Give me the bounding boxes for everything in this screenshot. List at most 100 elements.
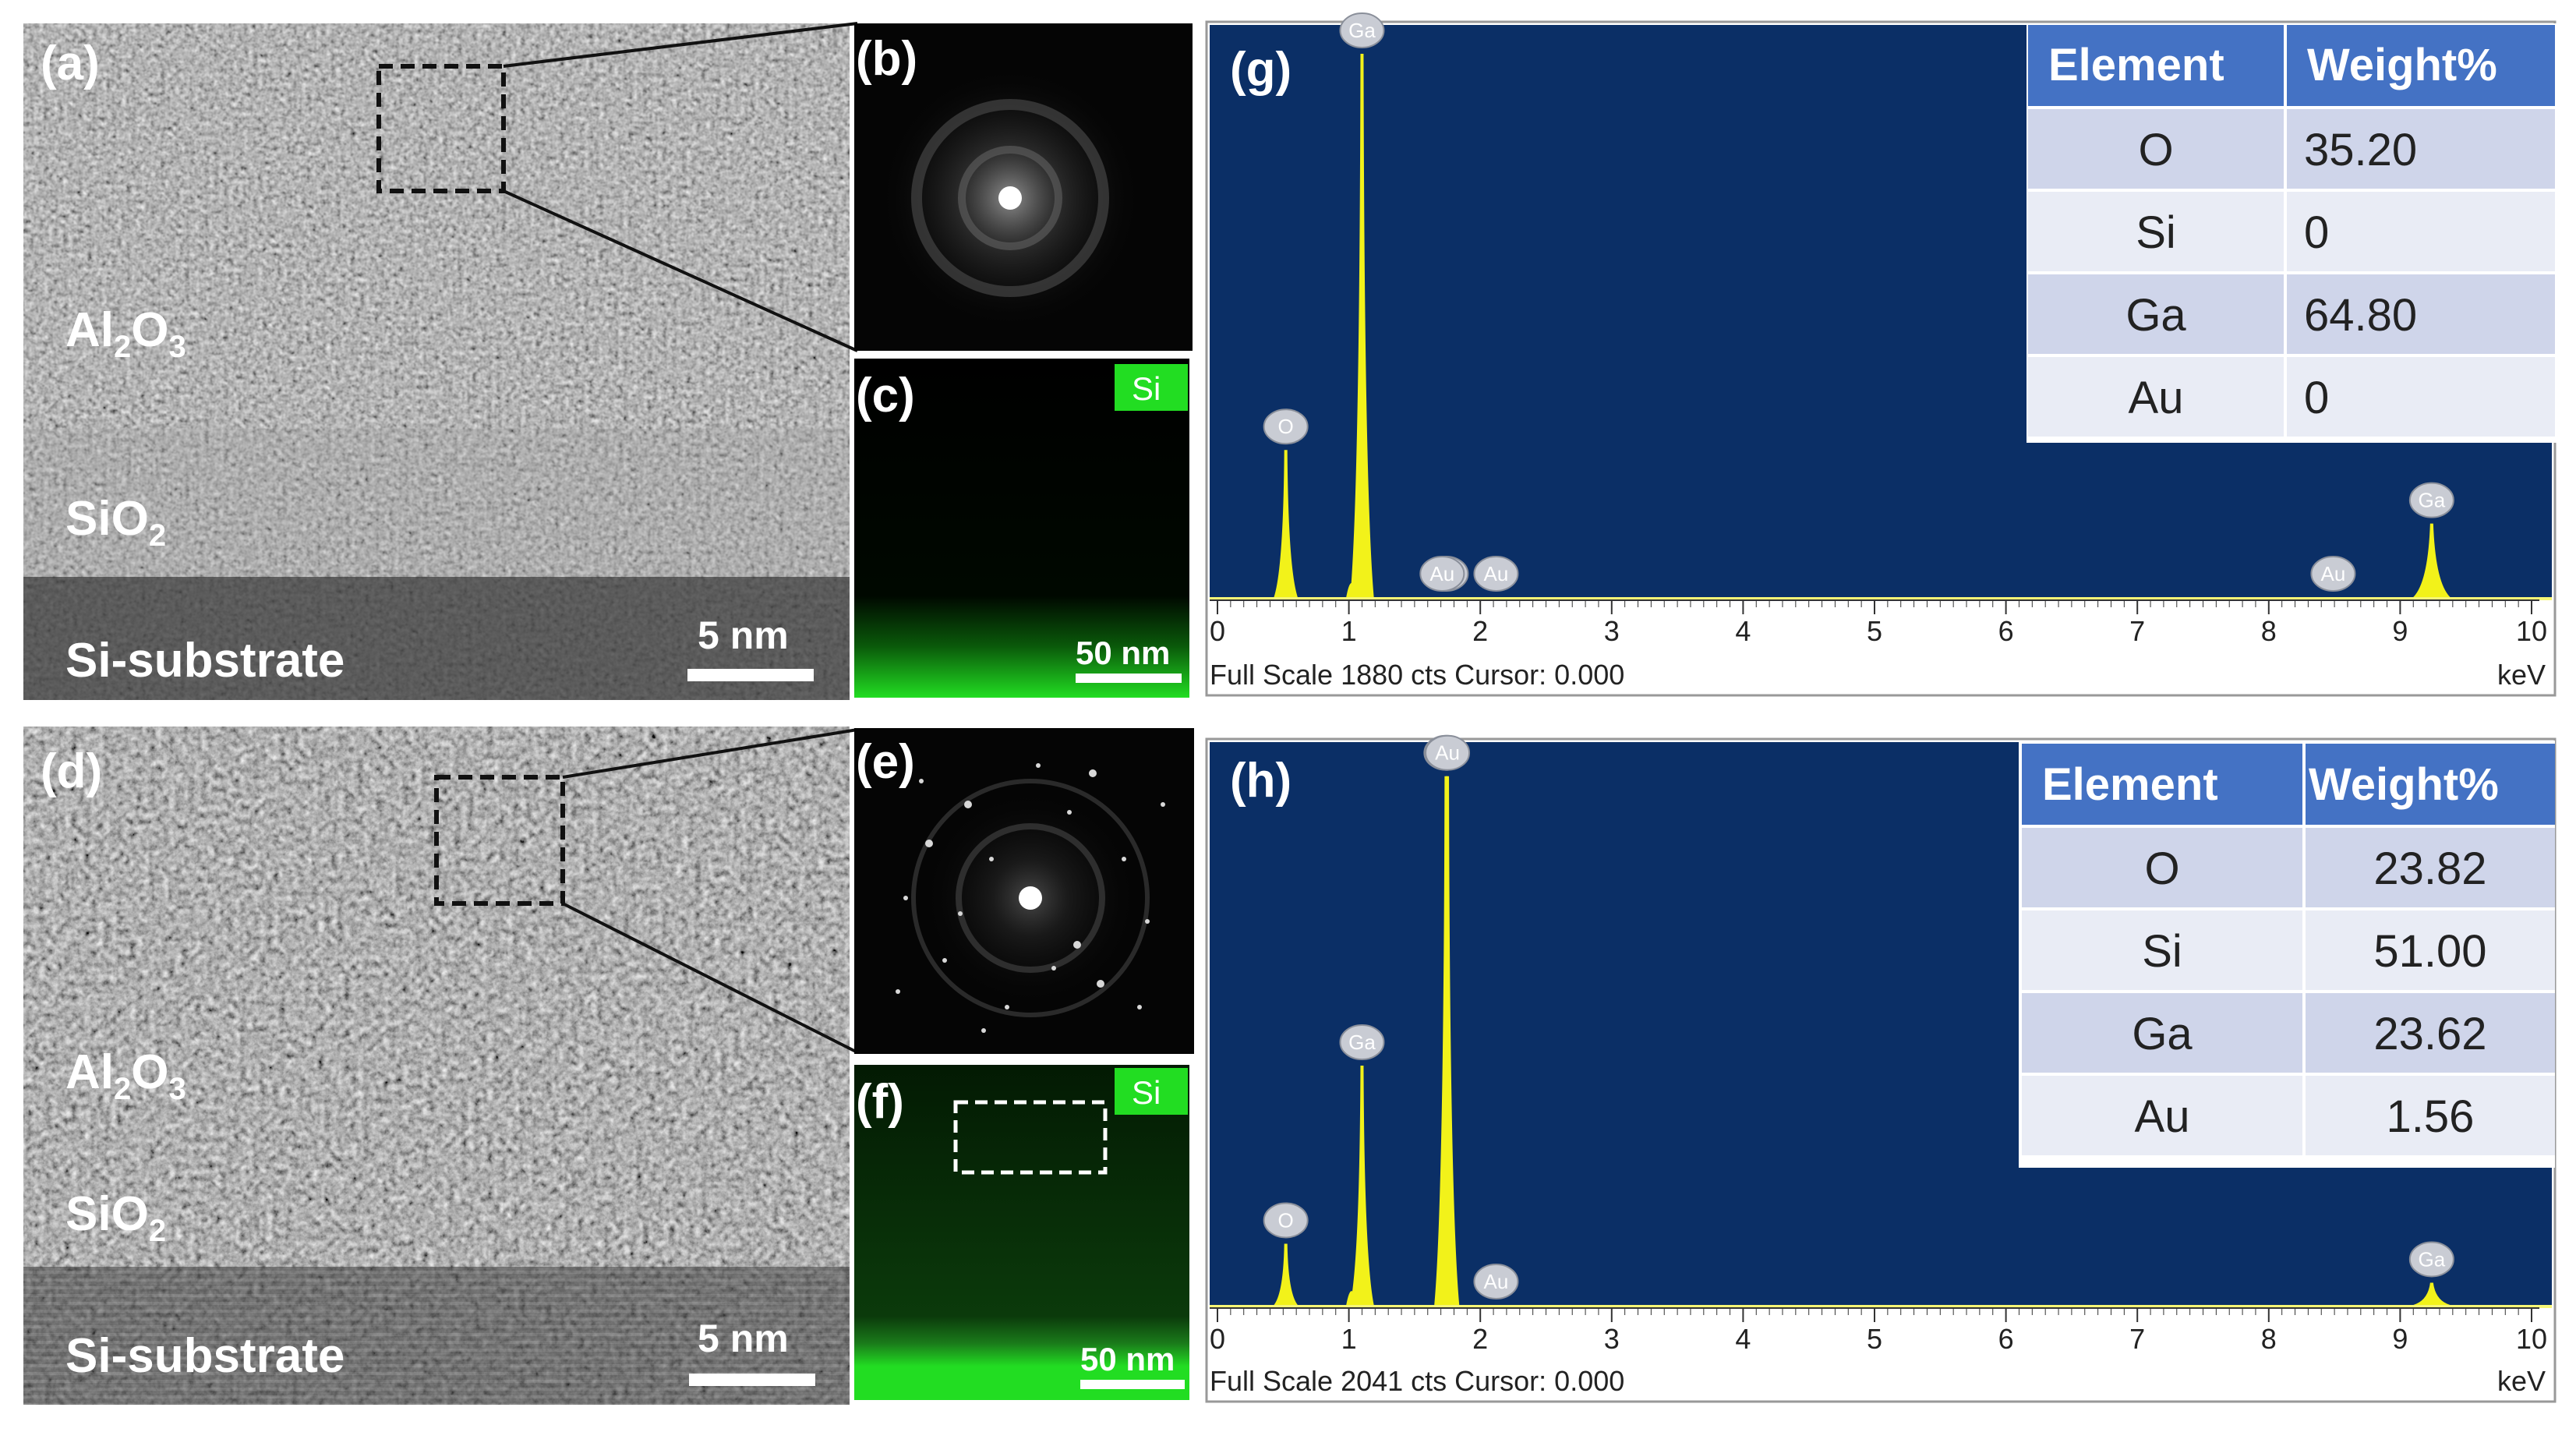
eds-panel-h: O Ga Si Au Au Ga (h) 0 1 2 3 4 5 6 7 8 9 10 Full Scale … — [1205, 734, 2557, 1403]
table-cell: 0 — [2304, 373, 2329, 423]
table-cell: 23.62 — [2373, 1009, 2486, 1059]
peak-label-bubble — [1263, 1202, 1309, 1239]
peak-label: Ga — [2419, 489, 2446, 512]
table-header: Weight% — [2307, 40, 2497, 90]
peak-label-bubble — [2408, 1241, 2454, 1278]
scale-bar — [689, 1374, 815, 1386]
diffraction-ring — [956, 823, 1105, 973]
diffraction-spot — [989, 857, 994, 861]
scale-bar-label: 50 nm — [1076, 635, 1170, 671]
diffraction-spot — [981, 1028, 986, 1033]
tem-panel-d: (d) Al2O3 SiO2 Si-substrate 5 nm — [23, 727, 858, 1405]
panel-label: (b) — [856, 32, 917, 86]
layer-label-sio2: SiO2 — [65, 492, 166, 553]
peak-label-bubble — [1473, 1264, 1519, 1299]
table-cell: Ga — [2125, 290, 2186, 341]
table-cell: 1.56 — [2387, 1091, 2475, 1142]
diffraction-spot — [896, 989, 900, 994]
table-cell: 23.82 — [2373, 843, 2486, 894]
axis-tick-label: 4 — [1735, 615, 1751, 647]
eds-energy-axis: 0 1 2 3 4 5 6 7 8 9 10 — [1210, 599, 2547, 647]
eds-panel-g: O Ga Si Au Au Au Ga (g) 0 1 2 3 4 5 6 7 8 9 10 Full Scal… — [1205, 12, 2557, 697]
weight-table: Element Weight% O 23.82 Si 51.00 Ga 23.6… — [2019, 741, 2555, 1168]
peak-label: Ga — [1348, 1031, 1376, 1054]
eds-footer-text: Full Scale 2041 cts Cursor: 0.000 — [1210, 1365, 1624, 1397]
peak-label: Au — [1429, 562, 1454, 585]
peak-label-bubble — [1419, 556, 1465, 592]
central-beam-spot — [1019, 886, 1042, 910]
eds-peak — [1350, 54, 1374, 598]
axis-tick-label: 9 — [2392, 1323, 2408, 1355]
layer-label-al2o3: Al2O3 — [65, 1045, 186, 1106]
axis-tick-label: 0 — [1210, 615, 1225, 647]
zoom-connector-line — [503, 189, 858, 352]
table-cell: O — [2138, 125, 2173, 175]
zoom-region-box — [376, 64, 506, 193]
table-cell: Ga — [2132, 1009, 2193, 1059]
eds-peak — [2413, 1282, 2451, 1305]
scale-bar-label: 5 nm — [698, 1317, 789, 1360]
panel-label: (f) — [856, 1075, 904, 1129]
peak-label-bubble — [2310, 556, 2356, 592]
table-cell: O — [2144, 843, 2179, 894]
diffraction-spot — [1073, 941, 1081, 949]
eds-peak — [1435, 776, 1460, 1305]
diffraction-spot — [964, 801, 972, 808]
eds-peak — [1274, 1243, 1298, 1305]
table-row: Ga 23.62 — [2132, 1009, 2486, 1059]
axis-tick-label: 4 — [1735, 1323, 1751, 1355]
peak-label: O — [1278, 415, 1294, 438]
table-cell: Si — [2136, 207, 2176, 258]
diffraction-spot — [1097, 980, 1104, 988]
diffraction-spot — [903, 896, 908, 900]
zoom-connector-line — [562, 902, 858, 1054]
table-cell: 35.20 — [2304, 125, 2417, 175]
table-cell: 51.00 — [2373, 926, 2486, 977]
table-row: O 23.82 — [2144, 843, 2486, 894]
axis-tick-label: 2 — [1472, 1323, 1488, 1355]
scale-bar-label: 5 nm — [698, 613, 789, 657]
axis-tick-label: 7 — [2129, 615, 2145, 647]
layer-label-substrate: Si-substrate — [65, 634, 345, 688]
weight-table: Element Weight% O 35.20 Si 0 Ga 64.80 Au… — [2027, 23, 2557, 443]
panel-label: (a) — [41, 37, 100, 90]
panel-label: (e) — [856, 735, 915, 789]
peak-label: Au — [1484, 1270, 1509, 1293]
scale-bar — [1076, 674, 1182, 683]
axis-tick-label: 10 — [2516, 615, 2547, 647]
peak-label-bubble — [2408, 482, 2454, 518]
table-cell: 0 — [2304, 207, 2329, 258]
selected-region-box — [953, 1100, 1108, 1175]
peak-label-bubble — [1339, 1024, 1385, 1060]
axis-tick-label: 1 — [1341, 1323, 1357, 1355]
diffraction-panel-b: (b) — [854, 23, 1193, 351]
table-row: O 35.20 — [2138, 125, 2417, 175]
diffraction-spots — [896, 763, 1165, 1033]
table-row: Si 0 — [2136, 207, 2329, 258]
axis-tick-label: 0 — [1210, 1323, 1225, 1355]
layer-label-sio2: SiO2 — [65, 1187, 166, 1248]
zoom-connector-line — [562, 728, 858, 779]
table-header: Weight% — [2309, 759, 2499, 810]
diffraction-spot — [1036, 763, 1041, 768]
peak-label: Ga — [1348, 19, 1376, 42]
eds-footer-text: Full Scale 1880 cts Cursor: 0.000 — [1210, 659, 1624, 691]
diffraction-spot — [919, 779, 924, 783]
panel-label: (d) — [41, 744, 102, 798]
diffraction-spot — [1145, 919, 1150, 924]
scale-bar — [1080, 1380, 1185, 1389]
peak-label: Au — [1435, 741, 1460, 765]
eds-unit-label: keV — [2497, 1365, 2546, 1397]
table-cell: Si — [2142, 926, 2182, 977]
si-map-panel-c: (c) Si 50 nm — [854, 359, 1189, 698]
axis-tick-label: 9 — [2392, 615, 2408, 647]
peak-label: Au — [1484, 562, 1509, 585]
axis-tick-label: 1 — [1341, 615, 1357, 647]
tem-panel-a: (a) Al2O3 SiO2 Si-substrate 5 nm — [23, 22, 858, 700]
table-row: Si 51.00 — [2142, 926, 2486, 977]
zoom-connector-line — [503, 22, 858, 68]
peak-label-bubble — [1339, 12, 1385, 49]
diffraction-ring — [958, 146, 1062, 250]
diffraction-spot — [1067, 810, 1072, 815]
